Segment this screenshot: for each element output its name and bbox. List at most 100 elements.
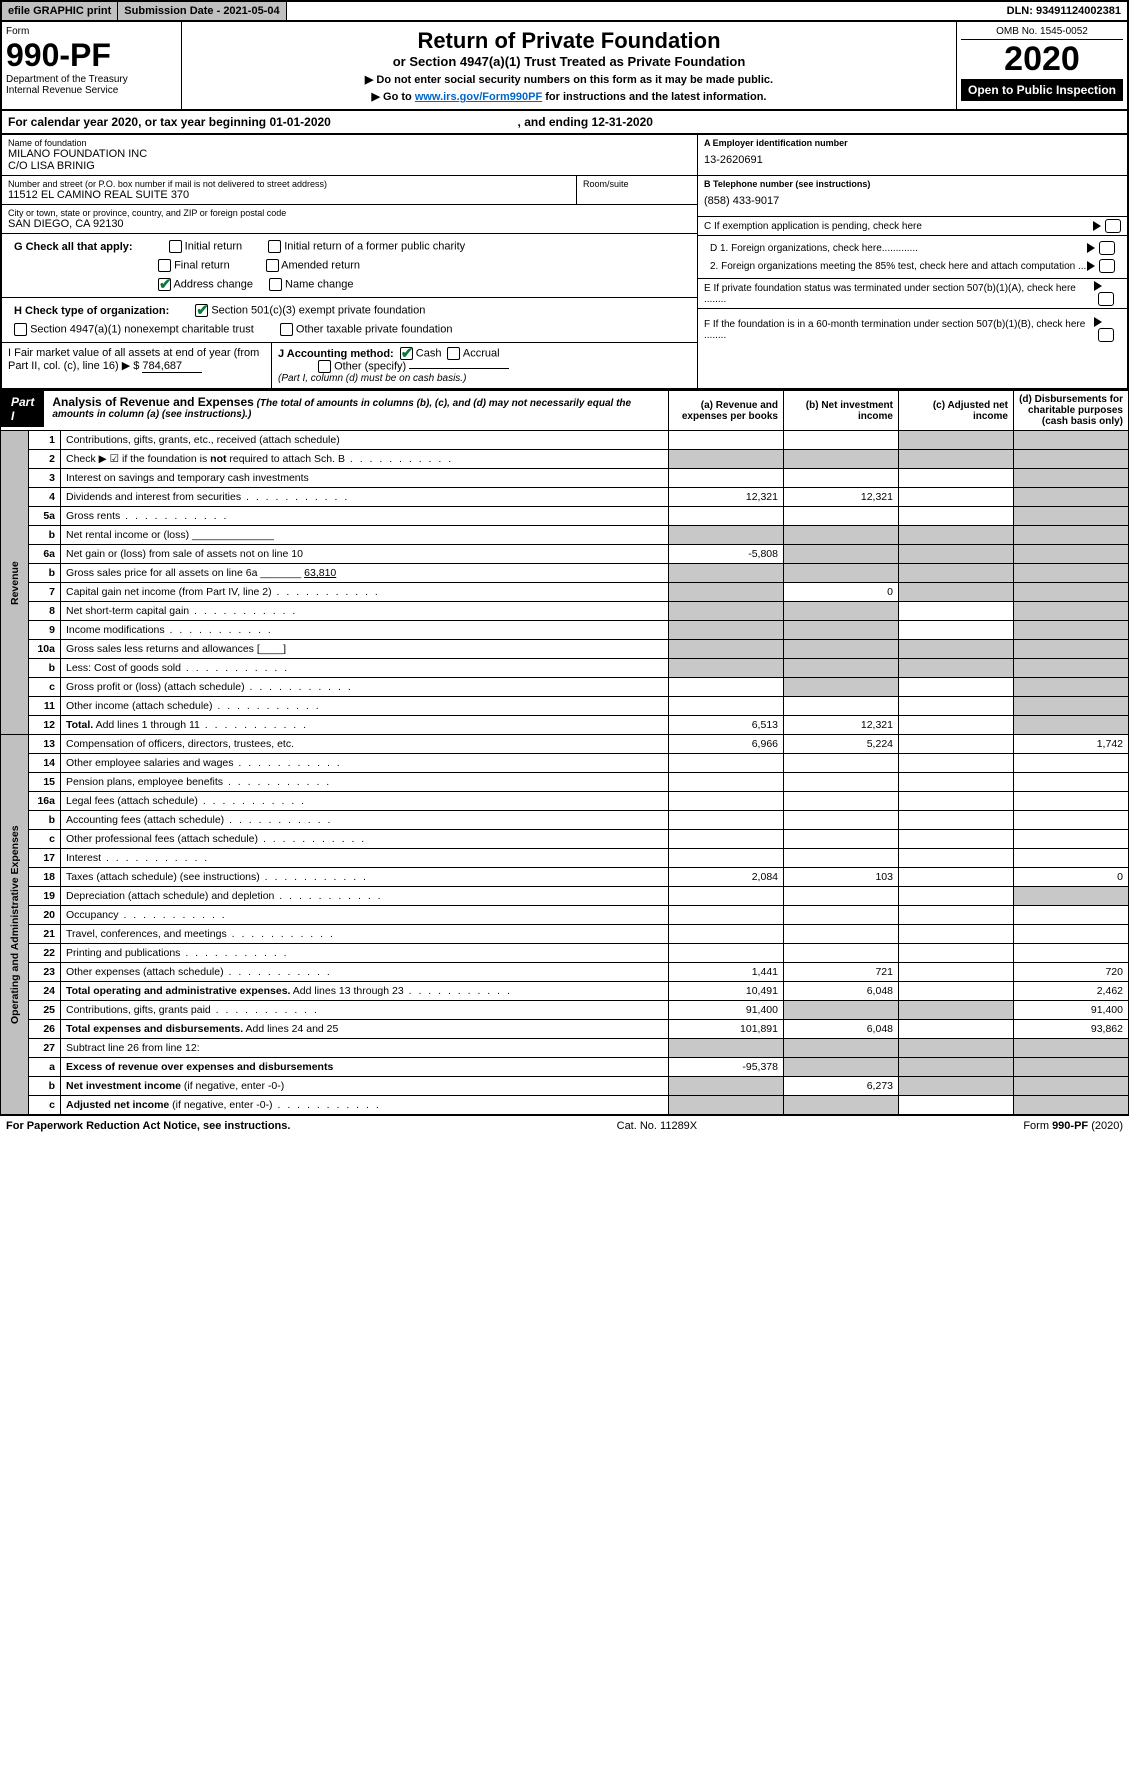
row-num: 15 (29, 773, 61, 792)
chk-initial-former[interactable] (268, 240, 281, 253)
part1-label: Part I (1, 391, 44, 427)
footer-right: Form 990-PF (2020) (1023, 1120, 1123, 1132)
cell-a (669, 583, 784, 602)
chk-addr-change[interactable] (158, 278, 171, 291)
cell-a (669, 507, 784, 526)
header-right: OMB No. 1545-0052 2020 Open to Public In… (957, 22, 1127, 109)
chk-other-tax[interactable] (280, 323, 293, 336)
chk-cash[interactable] (400, 347, 413, 360)
row-desc: Contributions, gifts, grants, etc., rece… (61, 431, 669, 450)
section-f: F If the foundation is in a 60-month ter… (698, 309, 1127, 350)
cell-b (784, 526, 899, 545)
header-mid: Return of Private Foundation or Section … (182, 22, 957, 109)
revenue-label: Revenue (1, 431, 29, 735)
cell-d (1014, 944, 1129, 963)
cell-c (899, 906, 1014, 925)
section-e: E If private foundation status was termi… (698, 279, 1127, 309)
cell-b (784, 659, 899, 678)
cell-a: -95,378 (669, 1058, 784, 1077)
row-num: 26 (29, 1020, 61, 1039)
row-num: c (29, 1096, 61, 1115)
cell-c (899, 602, 1014, 621)
cell-a (669, 925, 784, 944)
chk-501c3[interactable] (195, 304, 208, 317)
cell-a (669, 526, 784, 545)
top-bar: efile GRAPHIC print Submission Date - 20… (0, 0, 1129, 22)
table-row: 24Total operating and administrative exp… (1, 982, 1129, 1001)
form-subtitle: or Section 4947(a)(1) Trust Treated as P… (188, 54, 950, 69)
row-num: b (29, 564, 61, 583)
cell-b (784, 906, 899, 925)
row-num: 25 (29, 1001, 61, 1020)
row-desc: Less: Cost of goods sold (61, 659, 669, 678)
table-row: 7Capital gain net income (from Part IV, … (1, 583, 1129, 602)
cell-a (669, 792, 784, 811)
cell-c (899, 469, 1014, 488)
table-row: Operating and Administrative Expenses13C… (1, 735, 1129, 754)
row-num: b (29, 526, 61, 545)
table-header-row: Part I Analysis of Revenue and Expenses … (1, 391, 1129, 431)
row-num: 27 (29, 1039, 61, 1058)
cell-d (1014, 431, 1129, 450)
cell-b: 721 (784, 963, 899, 982)
cell-d (1014, 640, 1129, 659)
chk-amended[interactable] (266, 259, 279, 272)
chk-c[interactable] (1105, 219, 1121, 233)
chk-final[interactable] (158, 259, 171, 272)
cell-d (1014, 564, 1129, 583)
section-i: I Fair market value of all assets at end… (2, 343, 272, 388)
efile-label[interactable]: efile GRAPHIC print (2, 2, 118, 20)
row-desc: Other expenses (attach schedule) (61, 963, 669, 982)
cell-a (669, 431, 784, 450)
form-link[interactable]: www.irs.gov/Form990PF (415, 91, 542, 103)
cell-d (1014, 507, 1129, 526)
cell-b (784, 545, 899, 564)
form-title: Return of Private Foundation (188, 28, 950, 54)
table-row: cGross profit or (loss) (attach schedule… (1, 678, 1129, 697)
footer-mid: Cat. No. 11289X (617, 1120, 698, 1132)
row-desc: Total operating and administrative expen… (61, 982, 669, 1001)
section-ij: I Fair market value of all assets at end… (2, 343, 697, 388)
cell-d (1014, 469, 1129, 488)
address-row: Number and street (or P.O. box number if… (2, 176, 697, 205)
cell-a (669, 944, 784, 963)
row-num: c (29, 830, 61, 849)
cell-c (899, 887, 1014, 906)
chk-other-acct[interactable] (318, 360, 331, 373)
row-desc: Other income (attach schedule) (61, 697, 669, 716)
cell-d (1014, 811, 1129, 830)
table-row: 10aGross sales less returns and allowanc… (1, 640, 1129, 659)
cell-a (669, 1096, 784, 1115)
chk-4947[interactable] (14, 323, 27, 336)
cell-c (899, 1039, 1014, 1058)
calendar-year: For calendar year 2020, or tax year begi… (0, 111, 1129, 135)
cell-b (784, 1058, 899, 1077)
chk-d1[interactable] (1099, 241, 1115, 255)
room-suite: Room/suite (577, 176, 697, 204)
table-row: 19Depreciation (attach schedule) and dep… (1, 887, 1129, 906)
table-row: bNet investment income (if negative, ent… (1, 1077, 1129, 1096)
cell-b: 6,048 (784, 1020, 899, 1039)
chk-f[interactable] (1098, 328, 1114, 342)
table-row: 23Other expenses (attach schedule)1,4417… (1, 963, 1129, 982)
chk-e[interactable] (1098, 292, 1114, 306)
cell-b (784, 849, 899, 868)
cell-b (784, 944, 899, 963)
cell-d: 1,742 (1014, 735, 1129, 754)
table-row: 3Interest on savings and temporary cash … (1, 469, 1129, 488)
table-row: 18Taxes (attach schedule) (see instructi… (1, 868, 1129, 887)
row-num: 16a (29, 792, 61, 811)
cell-b: 5,224 (784, 735, 899, 754)
cell-d: 93,862 (1014, 1020, 1129, 1039)
table-row: bLess: Cost of goods sold (1, 659, 1129, 678)
cell-b: 12,321 (784, 488, 899, 507)
cell-a: 101,891 (669, 1020, 784, 1039)
chk-accrual[interactable] (447, 347, 460, 360)
cell-d: 91,400 (1014, 1001, 1129, 1020)
row-num: 22 (29, 944, 61, 963)
cell-d (1014, 1039, 1129, 1058)
chk-name-change[interactable] (269, 278, 282, 291)
chk-d2[interactable] (1099, 259, 1115, 273)
cell-d (1014, 450, 1129, 469)
chk-initial[interactable] (169, 240, 182, 253)
